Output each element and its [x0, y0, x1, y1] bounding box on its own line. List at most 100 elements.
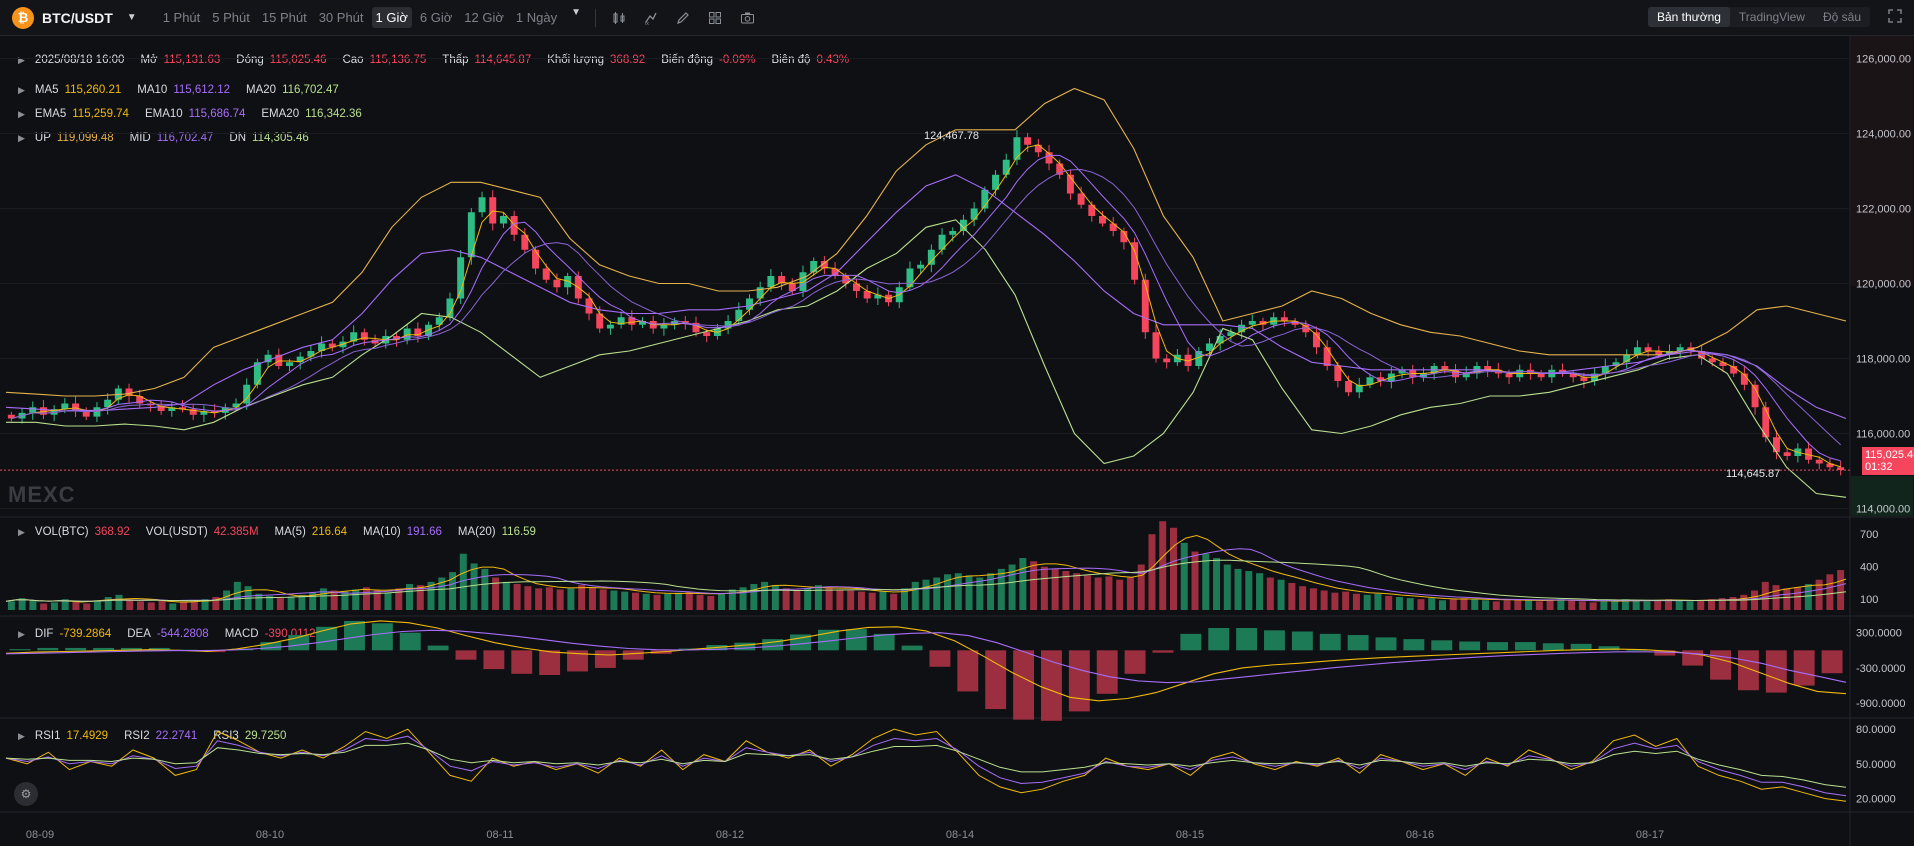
ema10-label: EMA10	[144, 108, 183, 120]
volume-bar	[395, 588, 403, 610]
candle-body	[425, 324, 433, 336]
volume-bar	[212, 597, 220, 610]
candle-body	[414, 328, 422, 336]
dea-label: DEA	[127, 628, 151, 640]
candle-body	[724, 321, 732, 329]
fullscreen-icon[interactable]	[1888, 9, 1902, 26]
volume-bar	[1126, 577, 1134, 610]
interval-tab[interactable]: 6 Giờ	[419, 10, 453, 25]
interval-tab[interactable]: 15 Phút	[261, 10, 307, 25]
ema20-value: 116,342.36	[305, 108, 362, 120]
candle-body	[286, 362, 293, 366]
volume-bar	[18, 598, 26, 610]
volume-bar	[804, 588, 812, 610]
volume-bar	[1621, 599, 1629, 610]
ma5-value: 115,260.21	[64, 84, 122, 96]
candle-body	[467, 212, 475, 258]
high-value: 115,136.75	[369, 54, 427, 66]
collapse-caret-icon[interactable]: ▶	[18, 108, 25, 119]
axis-bg-lower	[1851, 476, 1913, 516]
view-tab[interactable]: Bản thường	[1647, 7, 1730, 27]
volume-bar	[373, 590, 381, 610]
volume-bar	[868, 592, 876, 610]
collapse-caret-icon[interactable]: ▶	[18, 730, 25, 741]
volume-bar	[836, 589, 844, 610]
volume-bar	[793, 590, 801, 610]
interval-tab[interactable]: 1 Giờ	[371, 7, 412, 28]
volume-bar	[1202, 553, 1210, 610]
interval-tab[interactable]: 30 Phút	[318, 10, 364, 25]
ema5-value: 115,259.74	[72, 108, 129, 120]
collapse-caret-icon[interactable]: ▶	[18, 628, 25, 639]
candle-body	[1077, 193, 1085, 205]
ma10-line	[11, 154, 1841, 462]
interval-tab[interactable]: 5 Phút	[212, 10, 250, 25]
volume-bar	[1008, 564, 1016, 610]
indicator-icon[interactable]: fx	[642, 9, 660, 27]
candle-countdown: 01:32	[1865, 461, 1893, 473]
view-tab[interactable]: TradingView	[1738, 10, 1805, 24]
change-label: Biến động	[661, 54, 714, 66]
vol-usdt-value: 42.385M	[213, 526, 259, 538]
interval-more-icon[interactable]: ▼	[571, 7, 581, 18]
camera-icon[interactable]	[738, 9, 756, 27]
draw-icon[interactable]	[674, 9, 692, 27]
boll-lower-line	[6, 219, 1847, 498]
boll-mid-value: 116,702.47	[156, 132, 214, 144]
candle-body	[136, 396, 144, 404]
candle-body	[639, 321, 646, 325]
volume-bar	[180, 602, 188, 610]
volume-bar	[664, 593, 672, 610]
collapse-caret-icon[interactable]: ▶	[18, 526, 25, 537]
collapse-caret-icon[interactable]: ▶	[18, 132, 25, 143]
candle-body	[1227, 332, 1235, 336]
volume-bar	[255, 593, 263, 610]
candle-body	[810, 261, 818, 273]
chart-settings-icon[interactable]: ⚙	[14, 782, 38, 806]
volume-bar	[1083, 575, 1091, 610]
macd-histogram-bar	[734, 642, 756, 651]
candle-body	[1505, 373, 1513, 378]
macd-histogram-bar	[37, 647, 59, 651]
volume-bar	[1783, 588, 1791, 610]
candle-body	[1280, 317, 1288, 321]
candle-body	[1826, 463, 1834, 468]
volume-bar	[1449, 599, 1457, 610]
volume-bar	[1557, 599, 1565, 610]
candle-body	[532, 249, 540, 269]
collapse-caret-icon[interactable]: ▶	[18, 84, 25, 95]
macd-histogram-bar	[873, 633, 895, 651]
candle-body	[1355, 384, 1363, 393]
ema5-label: EMA5	[34, 108, 67, 120]
macd-histogram-bar	[1570, 643, 1592, 651]
candle-body	[938, 234, 946, 250]
collapse-caret-icon[interactable]: ▶	[18, 54, 25, 65]
chart-canvas[interactable]: 114,000.00 116,000.00 118,000.00 120,000.00…	[0, 36, 1914, 846]
macd-histogram-bar	[1041, 650, 1062, 721]
candle-body	[1644, 347, 1652, 351]
interval-tab[interactable]: 12 Giờ	[464, 10, 504, 25]
layout-icon[interactable]	[706, 9, 724, 27]
vol-ma5-value: 216.64	[311, 526, 348, 538]
vol-tick-label: 700	[1860, 529, 1878, 541]
y-tick-label: 120,000.00	[1856, 279, 1911, 291]
interval-tab[interactable]: 1 Ngày	[515, 10, 558, 25]
macd-histogram-bar	[1626, 649, 1648, 651]
view-tab[interactable]: Độ sâu	[1822, 10, 1861, 24]
volume-bar	[449, 572, 457, 610]
y-tick-label: 126,000.00	[1856, 54, 1911, 66]
volume-bar	[319, 588, 327, 610]
interval-tab[interactable]: 1 Phút	[162, 10, 201, 25]
volume-bar	[944, 574, 952, 610]
symbol-selector[interactable]: ₿ BTC/USDT ▼	[0, 6, 137, 29]
macd-histogram-bar	[65, 647, 87, 651]
candle-body	[232, 403, 240, 408]
candle-body	[243, 384, 251, 404]
dif-line	[5, 620, 1847, 702]
candle-type-icon[interactable]	[610, 9, 628, 27]
volume-bar	[1191, 551, 1199, 610]
candle-body	[403, 328, 411, 340]
amplitude-label: Biên độ	[771, 54, 811, 66]
candle-body	[296, 356, 304, 363]
candle-body	[125, 388, 133, 396]
